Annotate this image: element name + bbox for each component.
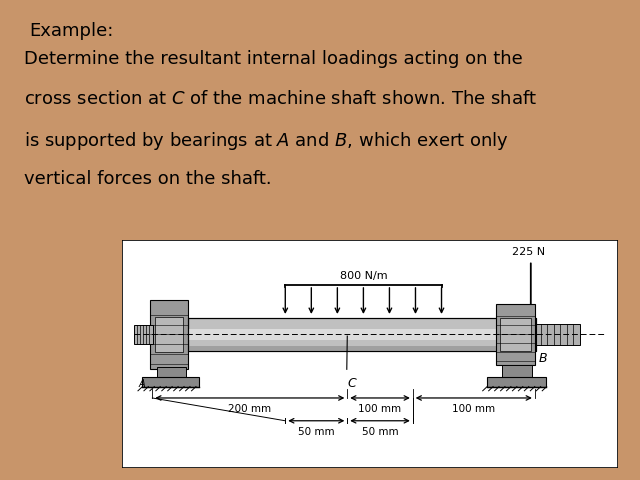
Bar <box>502 365 532 378</box>
Text: 50 mm: 50 mm <box>362 427 398 437</box>
Text: 100 mm: 100 mm <box>358 405 401 415</box>
Text: 800 N/m: 800 N/m <box>340 271 387 281</box>
Text: $B$: $B$ <box>538 352 548 365</box>
Bar <box>500 318 531 351</box>
Bar <box>143 377 200 386</box>
Text: 50 mm: 50 mm <box>298 427 335 437</box>
Bar <box>496 303 535 365</box>
Bar <box>150 300 188 369</box>
Bar <box>487 377 546 386</box>
Text: $C$: $C$ <box>347 377 358 390</box>
Text: 100 mm: 100 mm <box>452 405 495 415</box>
Text: is supported by bearings at $A$ and $B$, which exert only: is supported by bearings at $A$ and $B$,… <box>24 130 509 152</box>
Text: 225 N: 225 N <box>512 247 545 257</box>
Text: 200 mm: 200 mm <box>228 405 271 415</box>
Text: 26: 26 <box>602 455 618 468</box>
Text: Determine the resultant internal loadings acting on the: Determine the resultant internal loading… <box>24 50 523 68</box>
Bar <box>188 318 536 351</box>
Text: $A$: $A$ <box>138 377 147 389</box>
Bar <box>134 325 153 344</box>
Bar <box>536 324 580 345</box>
Text: vertical forces on the shaft.: vertical forces on the shaft. <box>24 170 272 188</box>
Bar <box>188 329 536 339</box>
Text: Example:: Example: <box>29 22 113 40</box>
Text: cross section at $C$ of the machine shaft shown. The shaft: cross section at $C$ of the machine shaf… <box>24 90 538 108</box>
Bar <box>157 367 186 379</box>
Bar <box>188 318 536 351</box>
Bar <box>156 316 182 352</box>
Bar <box>188 346 536 351</box>
